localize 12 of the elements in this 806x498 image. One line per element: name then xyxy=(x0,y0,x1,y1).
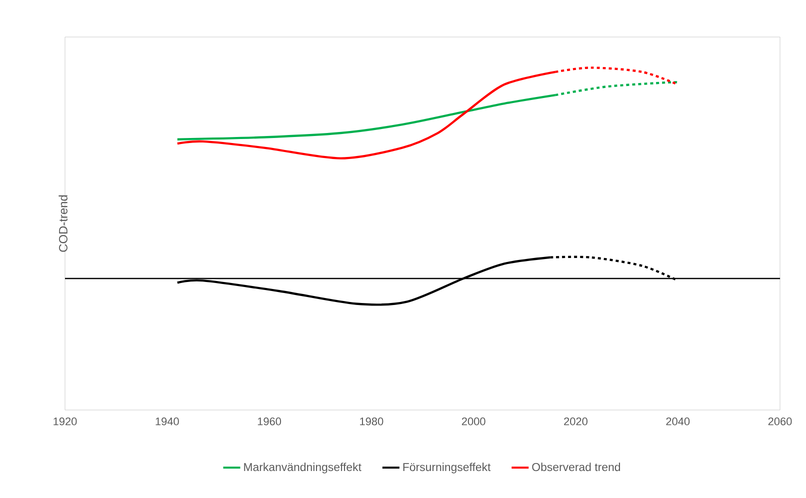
x-tick-label: 1980 xyxy=(360,418,384,426)
x-tick-label: 1940 xyxy=(156,418,179,426)
legend-label: Observerad trend xyxy=(532,462,620,472)
x-tick-label: 2040 xyxy=(666,418,690,426)
x-tick-label: 2020 xyxy=(564,418,588,426)
legend-label: Markanvändningseffekt xyxy=(244,462,362,474)
y-axis-title: COD-trend xyxy=(58,195,68,252)
x-tick-label: 1960 xyxy=(258,418,282,426)
x-tick-label: 2060 xyxy=(768,418,792,426)
x-tick-label: 2000 xyxy=(462,418,486,426)
legend-label: Försurningseffekt xyxy=(403,462,491,474)
x-tick-label: 1920 xyxy=(54,418,77,426)
